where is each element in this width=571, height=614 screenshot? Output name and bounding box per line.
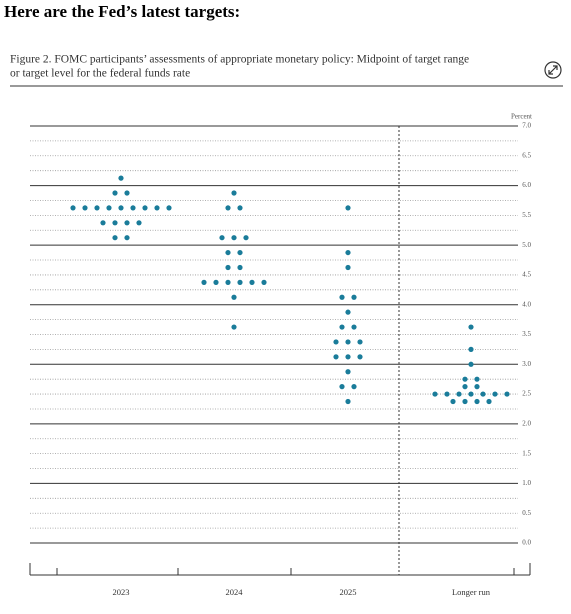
dot — [462, 398, 468, 405]
dot — [225, 264, 231, 271]
dot — [345, 398, 351, 405]
dot — [219, 235, 225, 241]
dot — [450, 398, 456, 405]
dot — [82, 205, 88, 211]
dot — [468, 346, 474, 352]
dot — [333, 354, 339, 360]
dot — [112, 220, 118, 226]
y-tick-label: 3.0 — [522, 360, 531, 368]
dot — [345, 249, 351, 256]
dot — [339, 384, 345, 390]
dot — [237, 205, 243, 211]
dot — [357, 354, 363, 360]
dot — [444, 391, 450, 397]
dot — [345, 369, 351, 375]
y-tick-label: 2.0 — [522, 419, 531, 427]
dot — [106, 205, 112, 211]
dot — [345, 264, 351, 271]
y-tick-label: 6.5 — [522, 151, 531, 159]
expand-icon[interactable] — [544, 61, 562, 79]
dot — [456, 391, 462, 397]
dot — [124, 220, 130, 226]
y-tick-label: 0.0 — [522, 539, 531, 547]
dot — [468, 361, 474, 367]
heading: Here are the Fed’s latest targets: — [4, 2, 240, 21]
y-tick-label: 0.5 — [522, 509, 531, 517]
dot — [339, 294, 345, 300]
dot — [231, 190, 237, 196]
dot — [357, 339, 363, 345]
dot — [339, 324, 345, 330]
dot — [237, 279, 243, 285]
dot — [225, 279, 231, 285]
dot — [480, 391, 486, 397]
dot — [261, 279, 267, 285]
dot — [231, 235, 237, 241]
dot — [136, 220, 142, 226]
dot — [345, 205, 351, 211]
dot — [468, 324, 474, 330]
dot — [213, 279, 219, 285]
dot — [351, 384, 357, 390]
x-tick-label: 2023 — [113, 587, 130, 597]
y-axis-label: Percent — [511, 113, 532, 121]
chart-title: Figure 2. FOMC participants’ assessments… — [10, 54, 469, 66]
dot — [231, 324, 237, 330]
dot — [462, 384, 468, 390]
x-tick-label: 2024 — [226, 587, 244, 597]
dot — [345, 339, 351, 345]
dot — [201, 279, 207, 285]
dot — [118, 175, 124, 181]
dot — [154, 205, 160, 211]
dot — [345, 309, 351, 315]
dot — [333, 339, 339, 345]
x-tick-label: 2025 — [340, 587, 357, 597]
dot — [474, 398, 480, 405]
y-tick-label: 3.5 — [522, 330, 531, 338]
y-tick-label: 7.0 — [522, 122, 531, 130]
dot — [351, 294, 357, 300]
dot — [225, 249, 231, 256]
dot — [432, 391, 438, 397]
dot — [124, 235, 130, 241]
y-tick-label: 2.5 — [522, 390, 531, 398]
y-tick-label: 4.5 — [522, 271, 531, 279]
dot — [130, 205, 136, 211]
dot — [237, 249, 243, 256]
dot — [351, 324, 357, 330]
dot — [243, 235, 249, 241]
y-tick-label: 4.0 — [522, 300, 531, 308]
dot — [166, 205, 172, 211]
y-tick-label: 6.0 — [522, 181, 531, 189]
y-tick-label: 5.0 — [522, 241, 531, 249]
dot — [100, 220, 106, 226]
dot — [468, 391, 474, 397]
dot — [124, 190, 130, 196]
y-tick-label: 5.5 — [522, 211, 531, 219]
chart-subtitle: or target level for the federal funds ra… — [10, 68, 190, 80]
dot — [225, 205, 231, 211]
dot — [118, 205, 124, 211]
dot — [70, 205, 76, 211]
dot — [504, 391, 510, 397]
dot — [474, 376, 480, 382]
dot — [462, 376, 468, 382]
dot — [231, 294, 237, 300]
dot — [142, 205, 148, 211]
dot — [112, 190, 118, 196]
dot — [486, 398, 492, 405]
dot — [94, 205, 100, 211]
dot — [237, 264, 243, 271]
y-tick-label: 1.5 — [522, 449, 531, 457]
y-tick-label: 1.0 — [522, 479, 531, 487]
x-tick-label: Longer run — [452, 587, 491, 597]
dot — [474, 384, 480, 390]
dot — [112, 235, 118, 241]
dot — [492, 391, 498, 397]
dot — [249, 279, 255, 285]
dot — [345, 354, 351, 360]
